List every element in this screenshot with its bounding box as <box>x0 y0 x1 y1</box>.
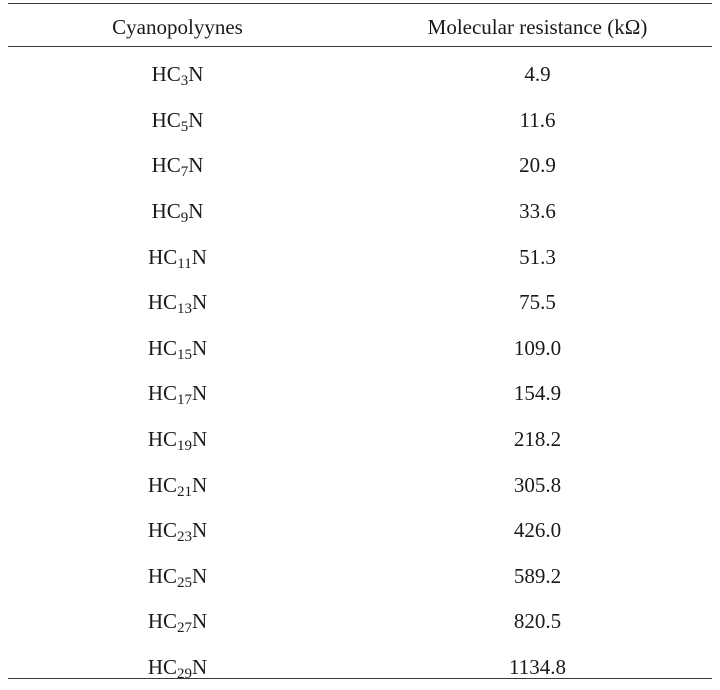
table-row: HC29N 1134.8 <box>0 645 720 690</box>
formula-suffix: N <box>191 244 207 269</box>
formula-subscript: 7 <box>180 164 189 181</box>
table-row: HC25N 589.2 <box>0 554 720 600</box>
formula-subscript: 11 <box>177 255 192 272</box>
formula-suffix: N <box>188 107 204 132</box>
formula-subscript: 17 <box>177 392 192 409</box>
resistance-value: 820.5 <box>513 609 562 634</box>
header-cyanopolyynes: Cyanopolyynes <box>112 14 243 39</box>
table-row: HC23N 426.0 <box>0 508 720 554</box>
cyanopolyyne-formula: HC5N <box>0 107 355 135</box>
resistance-value: 218.2 <box>513 427 562 452</box>
formula-prefix: HC <box>147 518 177 543</box>
resistance-value: 75.5 <box>519 290 556 315</box>
formula-subscript: 19 <box>177 438 192 455</box>
formula-prefix: HC <box>147 609 177 634</box>
table-row: HC13N 75.5 <box>0 280 720 326</box>
resistance-value: 109.0 <box>513 335 562 360</box>
table-row: HC7N 20.9 <box>0 143 720 189</box>
resistance-value: 305.8 <box>513 472 562 497</box>
table-row: HC5N 11.6 <box>0 98 720 144</box>
cyanopolyyne-formula: HC19N <box>0 427 355 455</box>
formula-prefix: HC <box>147 290 177 315</box>
cyanopolyyne-formula: HC23N <box>0 518 355 546</box>
resistance-value: 154.9 <box>513 381 562 406</box>
cyanopolyyne-formula: HC29N <box>0 655 355 683</box>
header-molecular-resistance: Molecular resistance (kΩ) <box>427 14 648 39</box>
cyanopolyyne-formula: HC17N <box>0 381 355 409</box>
cyanopolyyne-formula: HC7N <box>0 153 355 181</box>
formula-suffix: N <box>192 472 208 497</box>
cyanopolyyne-formula: HC9N <box>0 199 355 227</box>
resistance-value: 4.9 <box>524 62 551 87</box>
cyanopolyyne-formula: HC21N <box>0 472 355 500</box>
cyanopolyyne-formula: HC13N <box>0 290 355 318</box>
table-row: HC21N 305.8 <box>0 462 720 508</box>
formula-prefix: HC <box>147 563 177 588</box>
formula-subscript: 13 <box>177 301 192 318</box>
formula-subscript: 27 <box>177 620 192 637</box>
formula-subscript: 15 <box>177 346 192 363</box>
formula-suffix: N <box>192 290 208 315</box>
formula-prefix: HC <box>147 655 177 680</box>
formula-suffix: N <box>188 199 204 224</box>
formula-subscript: 25 <box>177 574 192 591</box>
table-row: HC3N 4.9 <box>0 52 720 98</box>
formula-prefix: HC <box>147 472 177 497</box>
formula-prefix: HC <box>151 153 181 178</box>
resistance-value: 20.9 <box>519 153 556 178</box>
formula-prefix: HC <box>151 199 181 224</box>
table-header-row: Cyanopolyynes Molecular resistance (kΩ) <box>0 8 720 46</box>
table-row: HC11N 51.3 <box>0 234 720 280</box>
table-row: HC19N 218.2 <box>0 417 720 463</box>
formula-subscript: 5 <box>180 118 189 135</box>
table-row: HC15N 109.0 <box>0 326 720 372</box>
table-row: HC17N 154.9 <box>0 371 720 417</box>
resistance-value: 426.0 <box>513 518 562 543</box>
cyanopolyyne-formula: HC3N <box>0 62 355 90</box>
cyanopolyyne-formula: HC11N <box>0 244 355 272</box>
resistance-value: 1134.8 <box>509 655 566 680</box>
formula-prefix: HC <box>147 427 177 452</box>
formula-subscript: 21 <box>177 483 192 500</box>
formula-suffix: N <box>192 609 208 634</box>
resistance-value: 589.2 <box>513 563 562 588</box>
resistance-value: 11.6 <box>519 107 556 132</box>
cyanopolyyne-formula: HC15N <box>0 335 355 363</box>
bottom-rule <box>8 678 712 679</box>
cyanopolyyne-formula: HC25N <box>0 563 355 591</box>
formula-prefix: HC <box>151 107 181 132</box>
formula-subscript: 29 <box>177 666 192 683</box>
resistance-value: 51.3 <box>519 244 556 269</box>
formula-suffix: N <box>188 62 204 87</box>
resistance-value: 33.6 <box>519 199 556 224</box>
formula-suffix: N <box>188 153 204 178</box>
formula-suffix: N <box>192 518 208 543</box>
table-body: HC3N 4.9 HC5N 11.6 HC7N 20.9 HC9N 33.6 HC11N 51.3… <box>0 52 720 690</box>
table-row: HC9N 33.6 <box>0 189 720 235</box>
formula-prefix: HC <box>147 381 177 406</box>
header-rule <box>8 46 712 47</box>
formula-subscript: 9 <box>180 210 189 227</box>
top-rule <box>8 3 712 4</box>
formula-prefix: HC <box>147 335 177 360</box>
formula-suffix: N <box>192 335 208 360</box>
formula-suffix: N <box>192 655 208 680</box>
formula-suffix: N <box>192 427 208 452</box>
formula-prefix: HC <box>148 244 178 269</box>
cyanopolyyne-formula: HC27N <box>0 609 355 637</box>
formula-suffix: N <box>192 381 208 406</box>
formula-prefix: HC <box>151 62 181 87</box>
formula-suffix: N <box>192 563 208 588</box>
table-row: HC27N 820.5 <box>0 599 720 645</box>
formula-subscript: 3 <box>180 73 189 90</box>
formula-subscript: 23 <box>177 529 192 546</box>
